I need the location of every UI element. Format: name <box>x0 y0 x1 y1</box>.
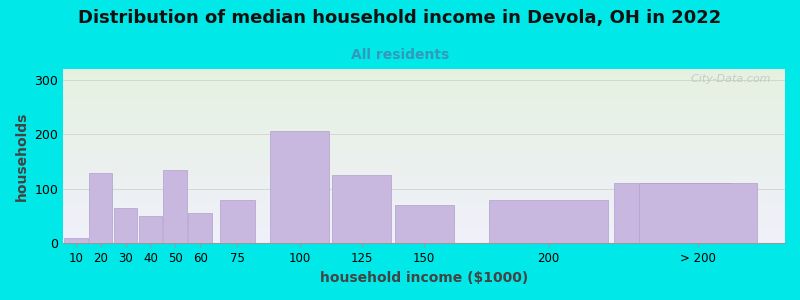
Text: Distribution of median household income in Devola, OH in 2022: Distribution of median household income … <box>78 9 722 27</box>
Bar <box>163 170 187 243</box>
X-axis label: household income ($1000): household income ($1000) <box>320 271 528 285</box>
Bar <box>138 216 162 243</box>
Bar <box>638 184 757 243</box>
Text: City-Data.com: City-Data.com <box>684 74 770 84</box>
Bar <box>114 208 138 243</box>
Y-axis label: households: households <box>15 112 29 201</box>
Text: All residents: All residents <box>351 48 449 62</box>
Bar <box>188 213 212 243</box>
Bar <box>614 184 732 243</box>
Bar <box>490 200 608 243</box>
Bar <box>89 172 113 243</box>
Bar <box>332 175 391 243</box>
Bar <box>270 130 330 243</box>
Bar <box>394 205 454 243</box>
Bar <box>220 200 255 243</box>
Bar <box>64 238 87 243</box>
